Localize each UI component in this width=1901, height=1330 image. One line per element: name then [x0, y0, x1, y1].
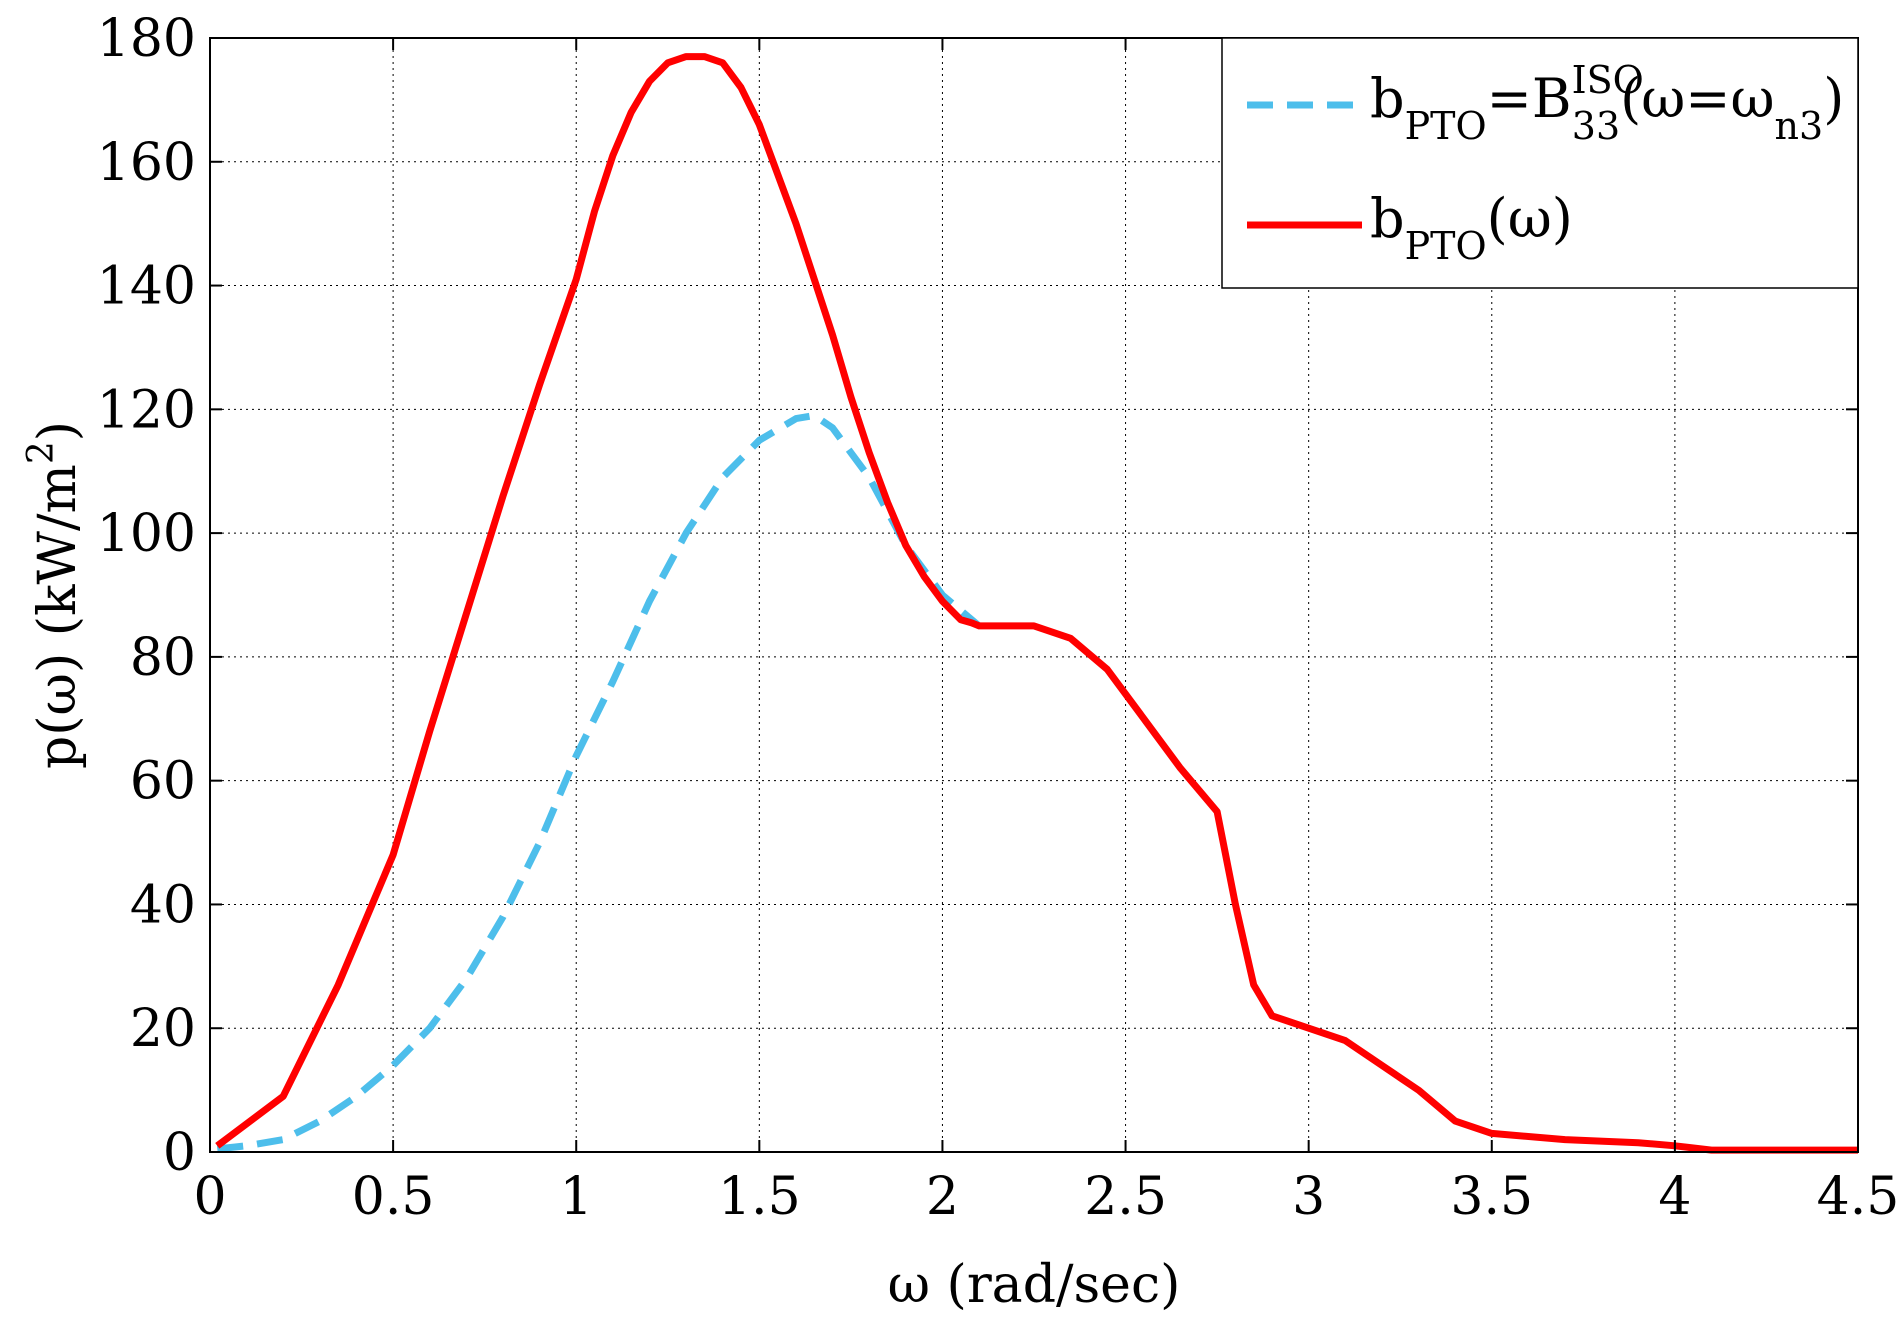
legend: bPTO=BISO 33(ω=ωn3)bPTO(ω): [1221, 37, 1859, 289]
y-tick-label: 160: [97, 133, 196, 193]
y-tick-label: 0: [163, 1123, 196, 1183]
x-tick-label: 3: [1292, 1167, 1325, 1227]
x-tick-label: 0.5: [352, 1167, 435, 1227]
series-line-2: [215, 53, 1858, 1154]
legend-label-2: bPTO(ω): [1370, 187, 1573, 268]
y-axis-label: p(ω) (kW/m2): [21, 421, 88, 769]
plot-lines: [215, 53, 1858, 1154]
y-tick-label: 100: [97, 504, 196, 564]
legend-label-part: 33: [1572, 104, 1620, 148]
legend-label-part: b: [1370, 67, 1405, 130]
legend-items: bPTO=BISO 33(ω=ωn3)bPTO(ω): [1247, 58, 1844, 268]
x-tick-label: 1.5: [718, 1167, 801, 1227]
x-tick-label: 4: [1658, 1167, 1691, 1227]
y-axis-label-sup: 2: [21, 441, 62, 464]
legend-label-part: ISO: [1572, 58, 1644, 102]
legend-label-part: PTO: [1405, 104, 1487, 148]
x-tick-label: 0: [193, 1167, 226, 1227]
legend-label-part: =B: [1487, 67, 1572, 130]
x-tick-label: 2: [926, 1167, 959, 1227]
x-tick-labels: 0 0.5 1 1.5 2 2.5 3 3.5 4 4.5: [193, 1167, 1899, 1227]
y-tick-label: 40: [130, 875, 196, 935]
x-tick-label: 4.5: [1817, 1167, 1900, 1227]
legend-label-part: (ω=ω: [1620, 67, 1774, 130]
legend-label-part: ): [1823, 67, 1844, 130]
legend-label-part: PTO: [1405, 224, 1487, 268]
series-line-1: [216, 412, 982, 1153]
y-tick-labels: 0 20 40 60 80 100 120 140 160 180: [97, 9, 196, 1183]
plot-frame: [209, 37, 1859, 1153]
legend-label-part: n3: [1775, 104, 1824, 148]
y-tick-label: 60: [130, 752, 196, 812]
y-axis-label-main: p(ω) (kW/m: [28, 464, 88, 769]
grid: [210, 38, 1858, 1152]
legend-label-1: bPTO=BISO 33(ω=ωn3): [1370, 58, 1844, 148]
y-tick-label: 20: [130, 999, 196, 1059]
legend-label-part: (ω): [1487, 187, 1573, 250]
legend-box: [1221, 37, 1859, 289]
y-tick-label: 120: [97, 380, 196, 440]
x-tick-label: 3.5: [1450, 1167, 1533, 1227]
y-axis-label-close: ): [28, 421, 88, 441]
x-tick-label: 2.5: [1084, 1167, 1167, 1227]
x-tick-label: 1: [560, 1167, 593, 1227]
y-tick-label: 140: [97, 257, 196, 317]
legend-label-part: b: [1370, 187, 1405, 250]
y-tick-label: 180: [97, 9, 196, 69]
x-axis-label: ω (rad/sec): [888, 1255, 1181, 1315]
y-tick-label: 80: [130, 628, 196, 688]
